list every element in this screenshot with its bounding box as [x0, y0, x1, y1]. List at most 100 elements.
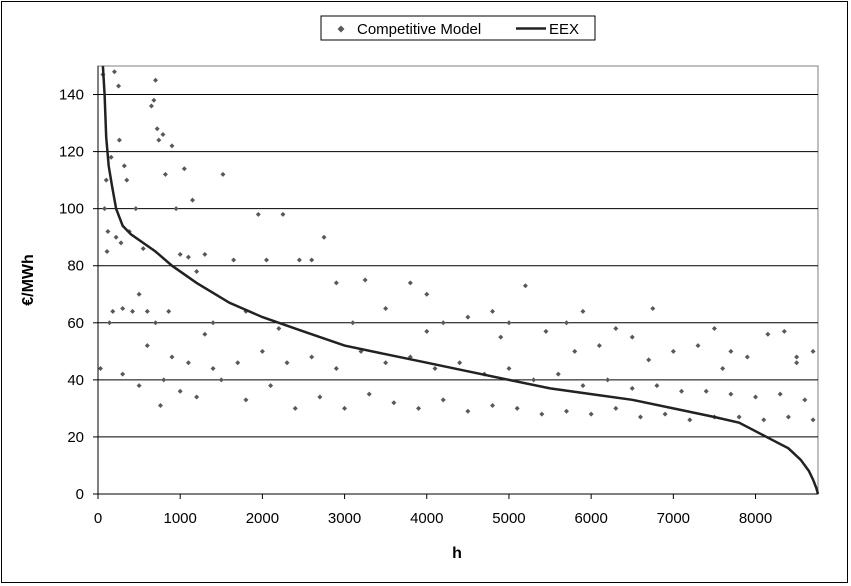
scatter-point	[259, 348, 265, 354]
scatter-point	[555, 371, 561, 377]
scatter-point	[761, 417, 767, 423]
scatter-point	[679, 388, 685, 394]
scatter-point	[140, 246, 146, 252]
scatter-point	[695, 343, 701, 349]
scatter-point	[169, 143, 175, 149]
x-tick-label: 6000	[574, 510, 607, 527]
scatter-point	[120, 306, 126, 312]
scatter-point	[151, 97, 157, 103]
scatter-point	[736, 414, 742, 420]
scatter-point	[133, 206, 139, 212]
scatter-point	[383, 360, 389, 366]
scatter-point	[777, 391, 783, 397]
scatter-point	[670, 348, 676, 354]
scatter-point	[498, 334, 504, 340]
x-tick-label: 0	[94, 510, 102, 527]
scatter-point	[153, 320, 159, 326]
scatter-point	[465, 408, 471, 414]
scatter-point	[202, 251, 208, 257]
scatter-point	[563, 320, 569, 326]
scatter-point	[280, 211, 286, 217]
y-tick-label: 120	[59, 144, 84, 161]
scatter-point	[629, 334, 635, 340]
scatter-point	[580, 383, 586, 389]
y-tick-labels: 0 20 40 60 80 100 120 140	[59, 87, 84, 503]
scatter-point	[596, 343, 602, 349]
y-tick-label: 0	[76, 486, 84, 503]
scatter-point	[276, 326, 282, 332]
scatter-point	[391, 400, 397, 406]
scatter-point	[637, 414, 643, 420]
scatter-point	[531, 377, 537, 383]
scatter-point	[753, 394, 759, 400]
y-axis-title: €/MWh	[20, 254, 37, 306]
scatter-point	[514, 405, 520, 411]
x-tick-label: 1000	[164, 510, 197, 527]
scatter-point	[728, 391, 734, 397]
scatter-point	[210, 365, 216, 371]
y-tick-label: 80	[67, 258, 84, 275]
scatter-point	[105, 228, 111, 234]
scatter-point	[220, 171, 226, 177]
scatter-point	[309, 257, 315, 263]
scatter-point	[646, 357, 652, 363]
scatter-point	[173, 206, 179, 212]
scatter-point	[465, 314, 471, 320]
scatter-point	[255, 211, 261, 217]
x-tick-label: 3000	[328, 510, 361, 527]
scatter-point	[235, 360, 241, 366]
scatter-point	[506, 320, 512, 326]
scatter-point	[162, 171, 168, 177]
plot-background	[97, 65, 819, 495]
scatter-point	[440, 320, 446, 326]
scatter-point	[687, 417, 693, 423]
scatter-point	[166, 308, 172, 314]
scatter-point	[662, 411, 668, 417]
scatter-point	[539, 411, 545, 417]
scatter-point	[177, 388, 183, 394]
scatter-point	[321, 234, 327, 240]
scatter-point	[185, 254, 191, 260]
scatter-point	[802, 397, 808, 403]
scatter-point	[490, 308, 496, 314]
scatter-point	[154, 126, 160, 132]
scatter-point	[113, 234, 119, 240]
scatter-point	[161, 377, 167, 383]
scatter-point	[781, 328, 787, 334]
y-tick-label: 20	[67, 429, 84, 446]
scatter-series-competitive-model	[97, 69, 816, 423]
scatter-point	[268, 383, 274, 389]
scatter-point	[728, 348, 734, 354]
x-tick-label: 5000	[492, 510, 525, 527]
scatter-point	[309, 354, 315, 360]
scatter-point	[522, 283, 528, 289]
scatter-point	[108, 154, 114, 160]
scatter-point	[383, 306, 389, 312]
scatter-point	[124, 177, 130, 183]
scatter-point	[144, 308, 150, 314]
scatter-point	[153, 77, 159, 83]
scatter-point	[424, 328, 430, 334]
scatter-point	[263, 257, 269, 263]
scatter-point	[440, 397, 446, 403]
y-tick-label: 40	[67, 372, 84, 389]
scatter-point	[580, 308, 586, 314]
scatter-point	[432, 365, 438, 371]
scatter-point	[218, 377, 224, 383]
scatter-point	[243, 397, 249, 403]
scatter-point	[563, 408, 569, 414]
legend-box	[320, 15, 596, 41]
scatter-point	[118, 240, 124, 246]
scatter-point	[506, 365, 512, 371]
scatter-point	[794, 354, 800, 360]
scatter-point	[588, 411, 594, 417]
x-tick-label: 8000	[739, 510, 772, 527]
scatter-point	[490, 403, 496, 409]
scatter-point	[148, 103, 154, 109]
scatter-point	[765, 331, 771, 337]
y-tick-label: 100	[59, 201, 84, 218]
scatter-point	[810, 417, 816, 423]
scatter-point	[457, 360, 463, 366]
scatter-point	[160, 131, 166, 137]
